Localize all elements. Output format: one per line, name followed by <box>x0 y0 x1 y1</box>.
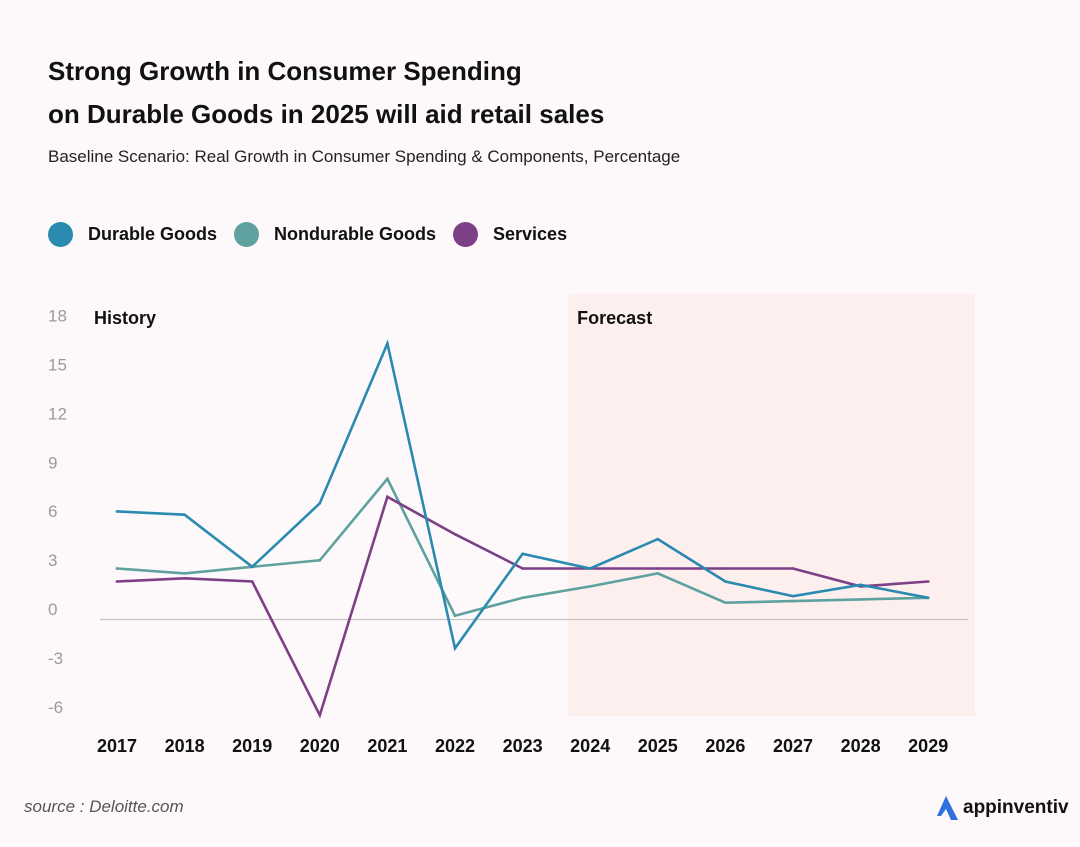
legend: Durable Goods Nondurable Goods Services <box>48 222 584 247</box>
x-tick-label: 2018 <box>165 736 205 756</box>
brand-logo: appinventiv <box>932 794 1069 822</box>
data-point-services <box>521 567 524 570</box>
data-point-services <box>724 567 727 570</box>
chart-subtitle: Baseline Scenario: Real Growth in Consum… <box>48 147 681 166</box>
data-point-durable-goods <box>115 510 119 513</box>
data-point-services <box>115 580 119 583</box>
title-line-2: on Durable Goods in 2025 will aid retail… <box>48 99 605 129</box>
data-point-nondurable-goods <box>521 596 524 600</box>
data-point-services <box>386 495 389 499</box>
data-point-services <box>453 532 457 536</box>
x-tick-label: 2020 <box>300 736 340 756</box>
logo-text: appinventiv <box>963 797 1069 818</box>
data-point-durable-goods <box>656 537 660 541</box>
x-tick-label: 2017 <box>97 736 137 756</box>
data-point-durable-goods <box>453 647 457 650</box>
x-tick-label: 2021 <box>367 736 407 756</box>
title-line-1: Strong Growth in Consumer Spending <box>48 56 522 86</box>
data-point-services <box>926 580 930 583</box>
data-point-nondurable-goods <box>588 585 592 588</box>
x-tick-label: 2028 <box>841 736 881 756</box>
data-point-nondurable-goods <box>859 598 862 601</box>
data-point-nondurable-goods <box>791 599 795 603</box>
appinventiv-logo-icon <box>937 796 958 820</box>
legend-label-durable: Durable Goods <box>88 224 218 244</box>
x-tick-label: 2023 <box>503 736 543 756</box>
x-tick-label: 2027 <box>773 736 813 756</box>
legend-swatch-nondurable <box>234 222 260 247</box>
source-note: source : Deloitte.com <box>24 797 184 816</box>
legend-item-durable: Durable Goods <box>48 222 217 247</box>
data-point-nondurable-goods <box>115 567 119 570</box>
chart-title: Strong Growth in Consumer Spending on Du… <box>48 50 604 136</box>
data-point-nondurable-goods <box>724 601 727 604</box>
data-point-durable-goods <box>588 567 592 570</box>
data-point-services <box>791 567 795 570</box>
x-tick-label: 2025 <box>638 736 678 756</box>
data-point-durable-goods <box>521 552 524 556</box>
legend-label-services: Services <box>493 224 568 244</box>
x-tick-label: 2024 <box>570 736 610 756</box>
legend-swatch-services <box>453 222 479 247</box>
y-tick-label: -6 <box>48 698 63 717</box>
y-tick-label: 0 <box>48 600 57 619</box>
data-point-durable-goods <box>386 342 389 345</box>
x-tick-label: 2029 <box>908 736 948 756</box>
data-point-durable-goods <box>859 583 862 587</box>
y-tick-label: 18 <box>48 307 67 326</box>
data-point-nondurable-goods <box>318 559 322 562</box>
y-tick-label: 3 <box>48 551 57 570</box>
y-tick-label: -3 <box>48 649 63 668</box>
legend-item-services: Services <box>453 222 567 247</box>
data-point-durable-goods <box>791 594 795 598</box>
data-point-nondurable-goods <box>386 477 389 481</box>
data-point-services <box>183 576 186 580</box>
data-point-durable-goods <box>250 565 254 569</box>
data-point-services <box>656 567 660 570</box>
data-point-services <box>318 713 322 717</box>
y-tick-label: 12 <box>48 404 67 423</box>
x-tick-label: 2026 <box>705 736 745 756</box>
data-point-durable-goods <box>318 501 322 505</box>
data-point-services <box>250 580 254 583</box>
y-tick-label: 15 <box>48 356 67 375</box>
legend-item-nondurable: Nondurable Goods <box>234 222 436 247</box>
x-tick-label: 2019 <box>232 736 272 756</box>
forecast-region <box>568 294 975 716</box>
data-point-nondurable-goods <box>453 614 457 618</box>
x-tick-label: 2022 <box>435 736 475 756</box>
y-tick-label: 9 <box>48 453 57 472</box>
legend-label-nondurable: Nondurable Goods <box>274 224 437 244</box>
data-point-durable-goods <box>724 580 727 583</box>
data-point-nondurable-goods <box>183 572 186 575</box>
data-point-nondurable-goods <box>656 572 660 575</box>
legend-swatch-durable <box>48 222 73 247</box>
history-label: History <box>94 308 156 328</box>
y-tick-label: 6 <box>48 502 57 521</box>
data-point-durable-goods <box>183 513 186 516</box>
forecast-label: Forecast <box>577 308 652 328</box>
data-point-durable-goods <box>926 596 930 600</box>
